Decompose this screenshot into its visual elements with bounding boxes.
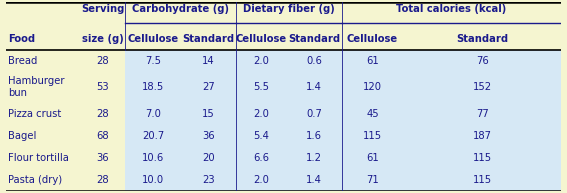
- Text: Flour tortilla: Flour tortilla: [9, 153, 69, 163]
- Text: 7.5: 7.5: [145, 56, 161, 66]
- Bar: [6, 50, 125, 191]
- Text: Pizza crust: Pizza crust: [9, 109, 62, 119]
- Text: 18.5: 18.5: [142, 82, 164, 92]
- Text: 115: 115: [472, 175, 492, 185]
- Text: Total calories (kcal): Total calories (kcal): [396, 4, 507, 14]
- Text: 10.6: 10.6: [142, 153, 164, 163]
- Text: Pasta (dry): Pasta (dry): [9, 175, 62, 185]
- Text: 1.4: 1.4: [306, 82, 322, 92]
- Text: Bread: Bread: [9, 56, 38, 66]
- Text: 10.0: 10.0: [142, 175, 164, 185]
- Text: 5.4: 5.4: [253, 131, 269, 141]
- Text: 45: 45: [366, 109, 379, 119]
- Text: 5.5: 5.5: [253, 82, 269, 92]
- Text: Food: Food: [9, 34, 36, 44]
- Text: 76: 76: [476, 56, 489, 66]
- Text: Standard: Standard: [183, 34, 235, 44]
- Text: Dietary fiber (g): Dietary fiber (g): [243, 4, 335, 14]
- Text: 1.4: 1.4: [306, 175, 322, 185]
- Text: 20: 20: [202, 153, 215, 163]
- Text: 53: 53: [96, 82, 109, 92]
- Text: Carbohydrate (g): Carbohydrate (g): [132, 4, 229, 14]
- Text: 1.6: 1.6: [306, 131, 322, 141]
- Text: 36: 36: [96, 153, 109, 163]
- Text: 2.0: 2.0: [253, 56, 269, 66]
- Text: 15: 15: [202, 109, 215, 119]
- Text: Bagel: Bagel: [9, 131, 37, 141]
- Text: 77: 77: [476, 109, 489, 119]
- Text: 28: 28: [96, 175, 109, 185]
- Text: 187: 187: [473, 131, 492, 141]
- Text: 14: 14: [202, 56, 215, 66]
- Text: 0.7: 0.7: [306, 109, 322, 119]
- Text: Hamburger
bun: Hamburger bun: [9, 76, 65, 98]
- Text: 6.6: 6.6: [253, 153, 269, 163]
- Text: 28: 28: [96, 109, 109, 119]
- Text: 68: 68: [96, 131, 109, 141]
- Text: 1.2: 1.2: [306, 153, 322, 163]
- Text: 152: 152: [472, 82, 492, 92]
- Text: 2.0: 2.0: [253, 175, 269, 185]
- Text: size (g): size (g): [82, 34, 124, 44]
- Text: 7.0: 7.0: [145, 109, 161, 119]
- Text: Cellulose: Cellulose: [236, 34, 287, 44]
- Text: 20.7: 20.7: [142, 131, 164, 141]
- Text: Serving: Serving: [81, 4, 125, 14]
- Text: 0.6: 0.6: [306, 56, 322, 66]
- Text: 28: 28: [96, 56, 109, 66]
- Text: Standard: Standard: [456, 34, 508, 44]
- Bar: [6, 50, 561, 191]
- Text: 120: 120: [363, 82, 382, 92]
- Text: Cellulose: Cellulose: [347, 34, 398, 44]
- Text: 115: 115: [472, 153, 492, 163]
- Text: Standard: Standard: [288, 34, 340, 44]
- Text: 61: 61: [366, 56, 379, 66]
- Text: 23: 23: [202, 175, 215, 185]
- Text: Cellulose: Cellulose: [128, 34, 179, 44]
- Text: 115: 115: [363, 131, 382, 141]
- Text: 27: 27: [202, 82, 215, 92]
- Text: 61: 61: [366, 153, 379, 163]
- Text: 71: 71: [366, 175, 379, 185]
- Text: 2.0: 2.0: [253, 109, 269, 119]
- Text: 36: 36: [202, 131, 215, 141]
